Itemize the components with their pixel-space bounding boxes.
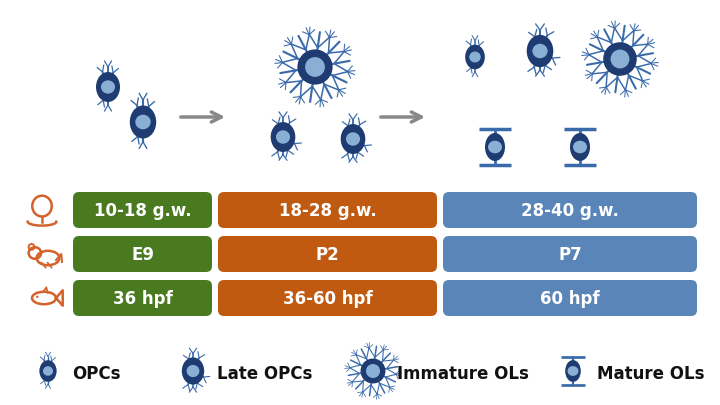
Ellipse shape — [611, 51, 629, 69]
Text: OPCs: OPCs — [72, 364, 120, 382]
Ellipse shape — [465, 46, 485, 70]
FancyBboxPatch shape — [73, 192, 212, 228]
Ellipse shape — [567, 366, 578, 376]
Ellipse shape — [361, 359, 385, 384]
Ellipse shape — [96, 73, 120, 103]
Ellipse shape — [130, 106, 156, 139]
Ellipse shape — [346, 133, 360, 146]
Ellipse shape — [135, 115, 150, 130]
FancyBboxPatch shape — [218, 237, 437, 272]
Ellipse shape — [297, 50, 333, 85]
Ellipse shape — [305, 58, 325, 78]
FancyBboxPatch shape — [443, 192, 697, 228]
Text: Mature OLs: Mature OLs — [597, 364, 704, 382]
Ellipse shape — [101, 81, 115, 94]
FancyBboxPatch shape — [218, 280, 437, 316]
Ellipse shape — [182, 358, 204, 385]
Text: Immature OLs: Immature OLs — [397, 364, 529, 382]
Ellipse shape — [488, 141, 502, 154]
FancyBboxPatch shape — [443, 237, 697, 272]
Ellipse shape — [573, 141, 587, 154]
Ellipse shape — [40, 360, 57, 382]
FancyBboxPatch shape — [73, 280, 212, 316]
Ellipse shape — [341, 125, 365, 155]
Text: 36 hpf: 36 hpf — [112, 289, 172, 307]
Text: 18-28 g.w.: 18-28 g.w. — [279, 202, 377, 220]
FancyBboxPatch shape — [443, 280, 697, 316]
Ellipse shape — [469, 52, 481, 63]
Ellipse shape — [186, 365, 199, 377]
Ellipse shape — [43, 366, 53, 376]
Text: P7: P7 — [558, 245, 582, 263]
Ellipse shape — [485, 134, 505, 162]
Ellipse shape — [527, 36, 553, 68]
Ellipse shape — [271, 123, 295, 153]
Text: 36-60 hpf: 36-60 hpf — [283, 289, 372, 307]
Ellipse shape — [36, 296, 38, 298]
Text: 28-40 g.w.: 28-40 g.w. — [521, 202, 619, 220]
Text: P2: P2 — [315, 245, 339, 263]
Text: E9: E9 — [131, 245, 154, 263]
Ellipse shape — [603, 43, 636, 77]
Ellipse shape — [570, 134, 590, 162]
FancyBboxPatch shape — [218, 192, 437, 228]
FancyBboxPatch shape — [73, 237, 212, 272]
Text: 10-18 g.w.: 10-18 g.w. — [94, 202, 192, 220]
Ellipse shape — [532, 45, 548, 59]
Ellipse shape — [276, 131, 290, 144]
Text: Late OPCs: Late OPCs — [217, 364, 312, 382]
Ellipse shape — [366, 364, 380, 378]
Text: 60 hpf: 60 hpf — [540, 289, 600, 307]
Ellipse shape — [565, 360, 581, 382]
